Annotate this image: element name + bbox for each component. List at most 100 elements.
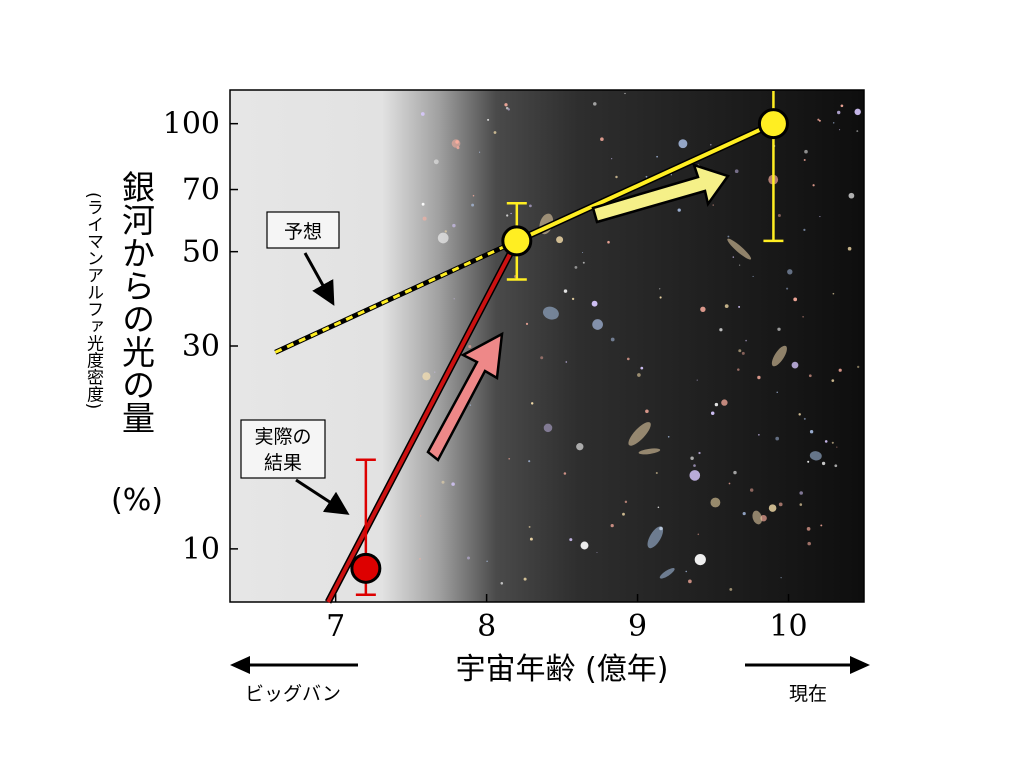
galaxy-dot xyxy=(847,246,852,251)
galaxy-dot xyxy=(529,537,533,541)
x-tick-label: 7 xyxy=(326,609,345,644)
galaxy-dot xyxy=(529,204,532,208)
galaxy-dot xyxy=(710,497,721,508)
galaxy-dot xyxy=(455,140,459,144)
galaxy-dot xyxy=(640,366,644,370)
galaxy-dot xyxy=(856,130,859,133)
galaxy-dot xyxy=(818,119,821,122)
galaxy-dot xyxy=(479,151,481,153)
galaxy-dot xyxy=(848,192,855,199)
galaxy-dot xyxy=(563,472,567,475)
actual-label-line2: 結果 xyxy=(264,452,302,474)
actual-label-box xyxy=(240,419,326,479)
galaxy-dot xyxy=(591,300,598,307)
galaxy-dot xyxy=(721,399,728,406)
galaxy-dot xyxy=(802,316,804,318)
galaxy-dot xyxy=(468,345,472,349)
actual-label-line1: 実際の xyxy=(254,426,311,448)
galaxy-dot xyxy=(793,297,798,302)
galaxy-dot xyxy=(637,373,641,377)
galaxy-blob xyxy=(752,510,763,525)
galaxy-dot xyxy=(758,434,760,436)
galaxy-dot xyxy=(441,480,445,484)
big-bang-label: ビッグバン xyxy=(245,683,341,705)
galaxy-dot xyxy=(543,423,553,433)
galaxy-dot xyxy=(657,506,660,509)
galaxy-dot xyxy=(486,560,488,562)
galaxy-blob xyxy=(727,238,752,260)
galaxy-dot xyxy=(803,228,806,232)
galaxy-dot xyxy=(697,533,700,536)
x-tick-label: 9 xyxy=(628,609,647,644)
galaxy-dot xyxy=(799,491,803,495)
galaxy-dot xyxy=(710,411,715,415)
galaxy-dot xyxy=(610,523,614,528)
prediction-label: 予想 xyxy=(284,221,322,243)
yellow-trend-arrow xyxy=(591,163,731,224)
y-axis-unit: (%) xyxy=(111,483,163,518)
galaxy-dot xyxy=(420,515,422,517)
galaxy-field xyxy=(419,92,861,591)
galaxy-dot xyxy=(739,264,741,266)
galaxy-dot xyxy=(819,216,821,218)
galaxy-dot xyxy=(824,440,828,443)
galaxy-dot xyxy=(467,556,470,560)
galaxy-dot xyxy=(803,158,806,162)
galaxy-blob xyxy=(628,422,651,446)
galaxy-dot xyxy=(508,457,511,460)
galaxy-dot xyxy=(778,502,783,507)
y-tick-label: 10 xyxy=(182,532,220,567)
data-points xyxy=(350,91,789,597)
data-point xyxy=(350,552,382,584)
galaxy-dot xyxy=(655,471,658,475)
data-point xyxy=(501,225,533,257)
galaxy-dot xyxy=(528,525,531,528)
galaxy-dot xyxy=(799,503,803,506)
series-lines xyxy=(274,120,775,604)
galaxy-dot xyxy=(582,251,584,254)
galaxy-dot xyxy=(600,137,604,141)
galaxy-dot xyxy=(422,216,427,221)
galaxy-dot xyxy=(694,554,706,566)
galaxy-dot xyxy=(689,470,701,481)
galaxy-dot xyxy=(472,194,475,197)
y-axis-sub-label: (ライマンアルファ光度密度) xyxy=(83,192,104,409)
galaxy-dot xyxy=(719,328,723,332)
galaxy-dot xyxy=(734,169,739,174)
galaxy-dot xyxy=(645,409,649,414)
galaxy-dot xyxy=(690,456,694,460)
galaxy-dot xyxy=(506,214,509,217)
prediction-pointer xyxy=(303,252,335,306)
galaxy-dot xyxy=(607,240,610,244)
galaxy-dot xyxy=(836,446,838,448)
galaxy-dot xyxy=(807,541,811,546)
galaxy-dot xyxy=(556,236,564,244)
galaxy-dot xyxy=(791,361,799,369)
galaxy-dot xyxy=(493,131,497,134)
prediction-line xyxy=(274,239,518,354)
galaxy-dot xyxy=(712,204,714,206)
galaxy-dot xyxy=(749,488,754,492)
galaxy-dot xyxy=(593,102,597,106)
galaxy-dot xyxy=(611,158,613,160)
galaxy-dot xyxy=(528,460,531,463)
galaxy-dot xyxy=(787,269,793,275)
galaxy-blob xyxy=(809,451,822,461)
y-tick-label: 70 xyxy=(182,173,220,208)
series-line xyxy=(326,239,519,603)
galaxy-dot xyxy=(622,512,625,516)
y-tick-label: 50 xyxy=(182,235,220,270)
galaxy-dot xyxy=(469,404,472,406)
galaxy-dot xyxy=(776,391,778,393)
galaxy-dot xyxy=(728,482,731,485)
galaxy-dot xyxy=(523,577,527,581)
galaxy-dot xyxy=(656,155,658,158)
galaxy-dot xyxy=(624,92,626,95)
galaxy-dot xyxy=(437,232,449,244)
galaxy-blob xyxy=(647,526,664,549)
galaxy-dot xyxy=(626,357,630,361)
galaxy-dot xyxy=(710,143,712,146)
galaxy-dot xyxy=(798,413,801,416)
galaxy-dot xyxy=(434,371,436,373)
